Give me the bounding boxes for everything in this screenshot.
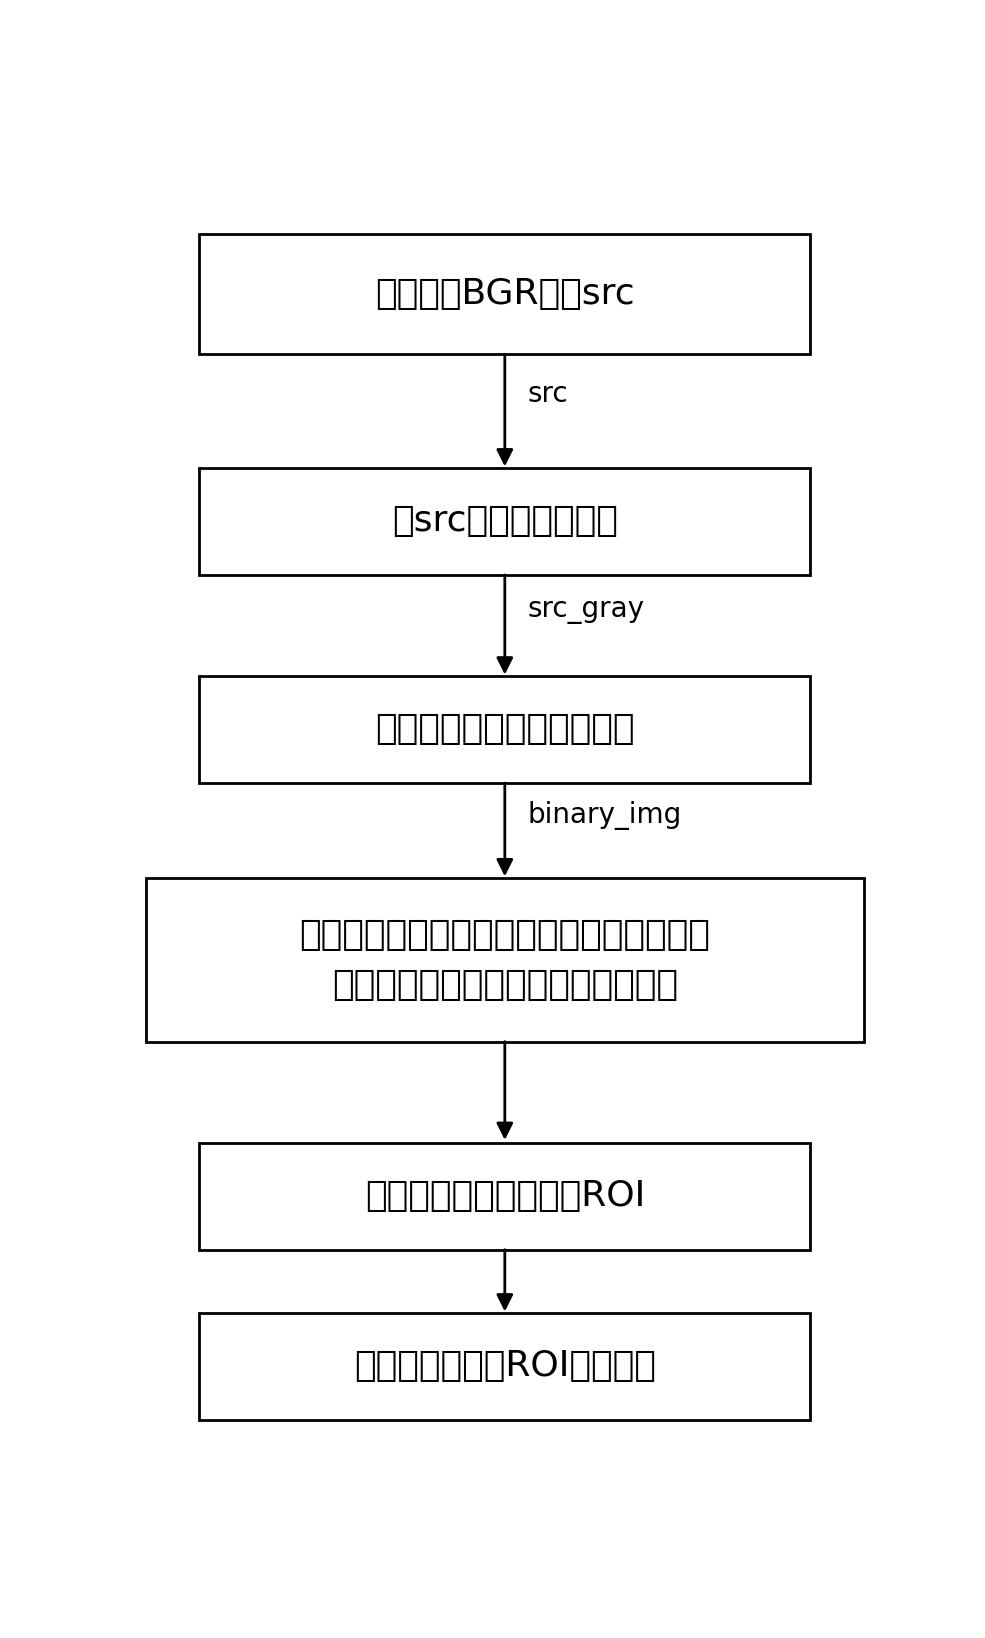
Bar <box>146 878 864 1042</box>
Bar <box>199 1312 810 1420</box>
Bar <box>199 1143 810 1250</box>
Text: 找出二值化图像中电池尾端外轮廓的顶部、
底部、最左端和最右端像素点的坐标: 找出二值化图像中电池尾端外轮廓的顶部、 底部、最左端和最右端像素点的坐标 <box>299 917 710 1002</box>
Text: 从原图片分割出ROI矩形区域: 从原图片分割出ROI矩形区域 <box>354 1350 656 1384</box>
Bar <box>199 234 810 354</box>
Text: 将src转换为灰度图像: 将src转换为灰度图像 <box>392 505 618 539</box>
Text: src: src <box>528 380 568 408</box>
Text: 设置分割图片的大小、ROI: 设置分割图片的大小、ROI <box>364 1179 645 1214</box>
Text: src_gray: src_gray <box>528 596 645 624</box>
Text: binary_img: binary_img <box>528 801 682 830</box>
Text: 读取初始BGR图像src: 读取初始BGR图像src <box>375 277 634 311</box>
Bar <box>199 676 810 783</box>
Text: 对灰度图像进行二值化处理: 对灰度图像进行二值化处理 <box>375 713 634 747</box>
Bar <box>199 468 810 575</box>
